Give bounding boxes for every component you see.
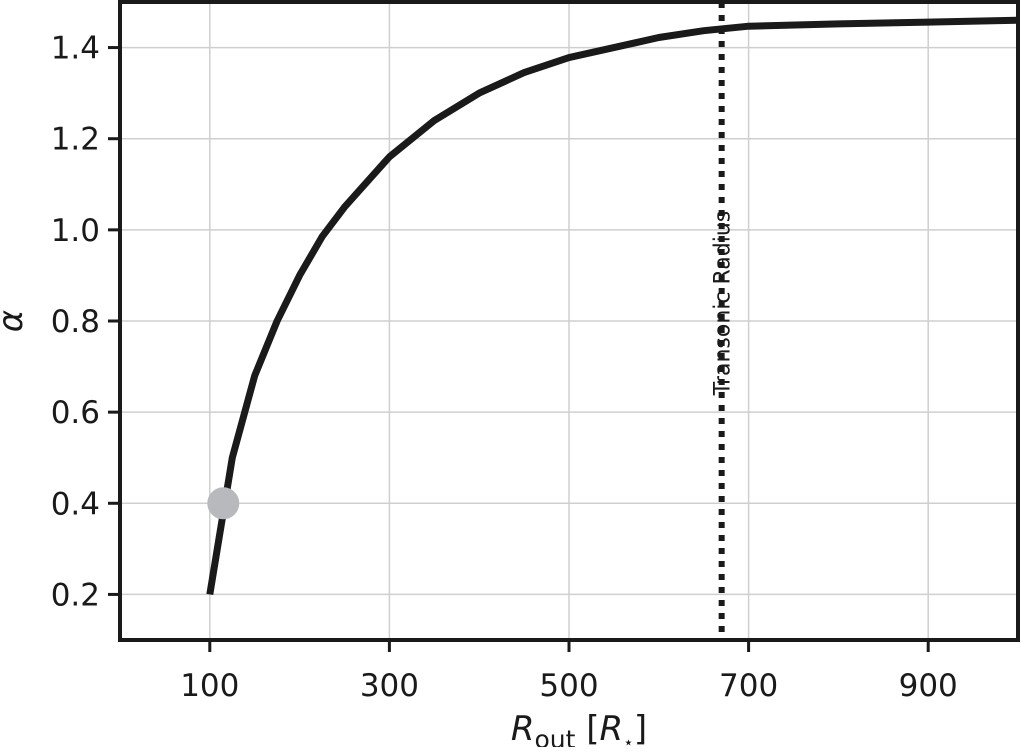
highlight-marker <box>207 487 240 520</box>
grid <box>120 2 1018 640</box>
x-tick-label: 500 <box>539 668 598 704</box>
x-axis-label: Rout [R⋆] <box>511 709 647 747</box>
y-tick-label: 1.0 <box>51 213 100 249</box>
x-tick-label: 300 <box>360 668 419 704</box>
y-tick-label: 0.8 <box>51 304 100 340</box>
y-tick-label: 0.6 <box>51 395 100 431</box>
transonic-radius-label: Transonic Radius <box>711 211 736 397</box>
marker-layer <box>207 487 240 520</box>
x-tick-label: 900 <box>899 668 958 704</box>
y-tick-label: 1.2 <box>51 122 100 158</box>
ticks: 100 300 500 700 900 0.2 0.4 0.6 0.8 1.0 1.2 1.4 <box>51 31 958 704</box>
series-line <box>206 16 1019 595</box>
x-tick-label: 700 <box>719 668 778 704</box>
y-tick-label: 0.2 <box>51 577 100 613</box>
y-tick-label: 0.4 <box>51 486 100 522</box>
y-tick-label: 1.4 <box>51 31 100 67</box>
x-tick-label: 100 <box>180 668 239 704</box>
y-axis-label: α <box>0 310 31 332</box>
transonic-radius-layer: Transonic Radius <box>711 2 736 640</box>
series-layer <box>206 16 1019 595</box>
